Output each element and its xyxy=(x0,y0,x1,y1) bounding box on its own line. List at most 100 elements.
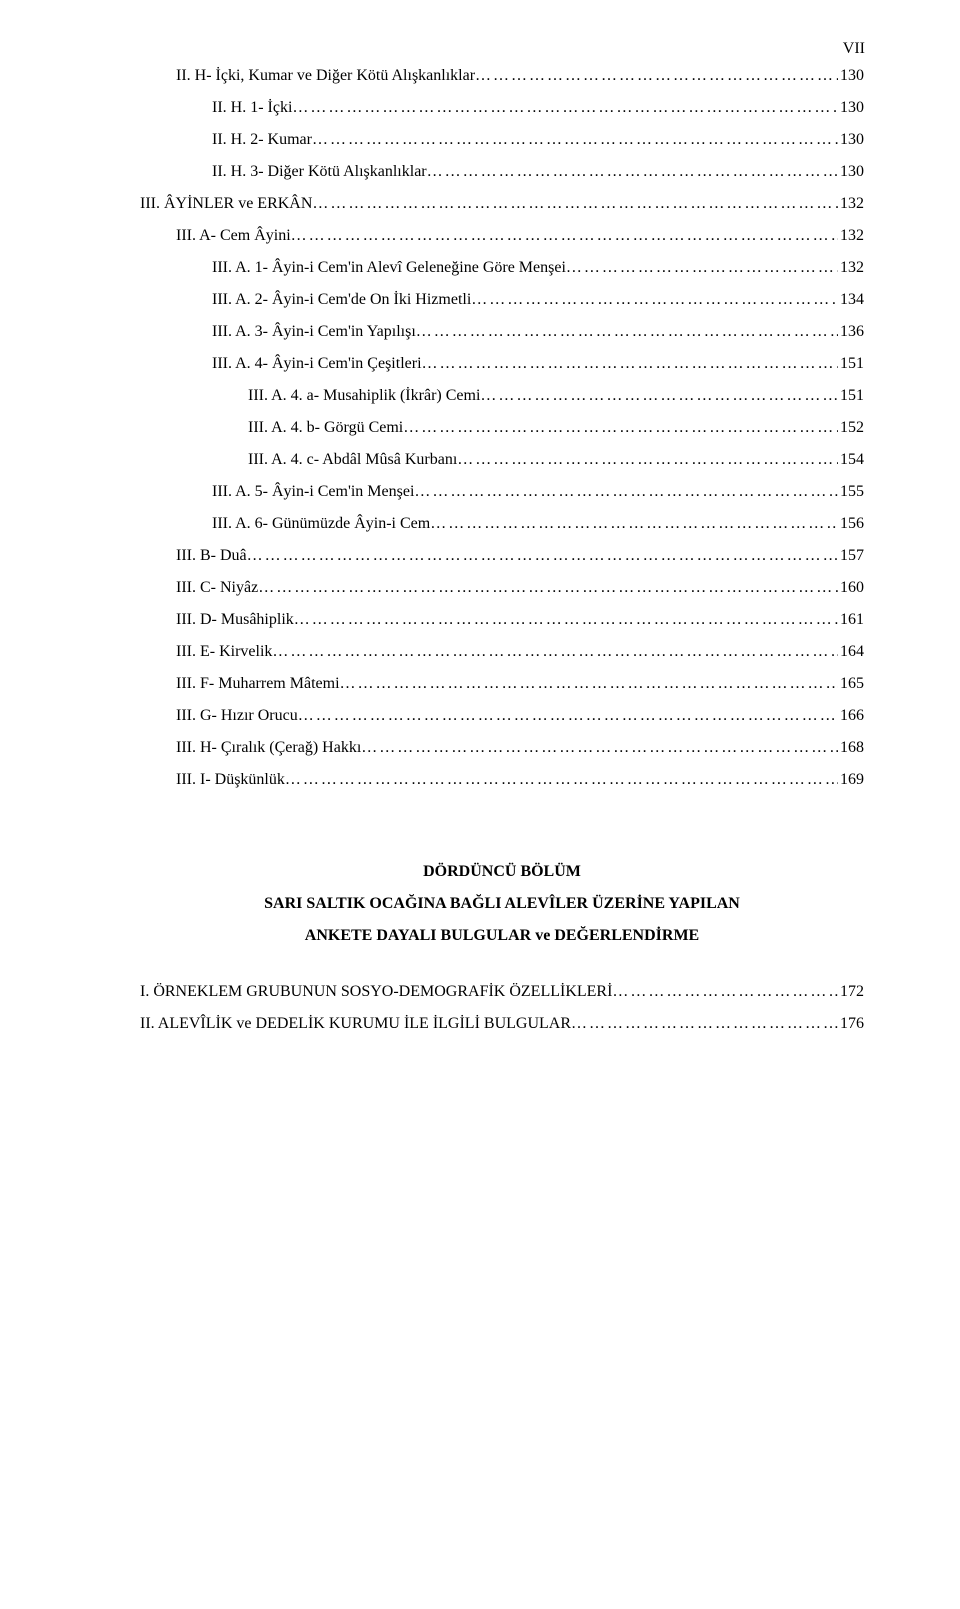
toc-page-number: 132 xyxy=(838,188,864,220)
toc-row: III. A. 3- Âyin-i Cem'in Yapılışı…………………… xyxy=(140,316,864,348)
toc-page-number: 154 xyxy=(838,444,864,476)
toc-row: III. F- Muharrem Mâtemi……………………………………………… xyxy=(140,668,864,700)
toc-row: III. A- Cem Âyini……………………………………………………………… xyxy=(140,220,864,252)
toc-leader-dots: …………………………………………………………………………………………………………… xyxy=(294,604,838,636)
toc-page-number: 155 xyxy=(838,476,864,508)
toc-label: III. A. 4. b- Görgü Cemi xyxy=(248,412,403,444)
toc-page-number: 152 xyxy=(838,412,864,444)
toc-row: III. H- Çıralık (Çerağ) Hakkı……………………………… xyxy=(140,732,864,764)
toc-page-number: 160 xyxy=(838,572,864,604)
toc-label: III. A. 2- Âyin-i Cem'de On İki Hizmetli xyxy=(212,284,471,316)
toc-label: II. H. 2- Kumar xyxy=(212,124,312,156)
toc-label: III. I- Düşkünlük xyxy=(176,764,285,796)
toc-row: III. A. 2- Âyin-i Cem'de On İki Hizmetli… xyxy=(140,284,864,316)
toc-page-number: 130 xyxy=(838,124,864,156)
toc-label: III. G- Hızır Orucu xyxy=(176,700,298,732)
toc-label: II. H- İçki, Kumar ve Diğer Kötü Alışkan… xyxy=(176,60,475,92)
toc-row: II. ALEVÎLİK ve DEDELİK KURUMU İLE İLGİL… xyxy=(140,1008,864,1040)
toc-page-number: 172 xyxy=(838,976,864,1008)
toc-page-number: 176 xyxy=(838,1008,864,1040)
toc-row: II. H. 2- Kumar…………………………………………………………………… xyxy=(140,124,864,156)
section-heading-line: ANKETE DAYALI BULGULAR ve DEĞERLENDİRME xyxy=(140,920,864,952)
toc-leader-dots: …………………………………………………………………………………………………………… xyxy=(414,476,838,508)
toc-page-number: 132 xyxy=(838,252,864,284)
toc-label: II. H. 3- Diğer Kötü Alışkanlıklar xyxy=(212,156,427,188)
toc-leader-dots: …………………………………………………………………………………………………………… xyxy=(340,668,838,700)
toc-row: III. A. 4- Âyin-i Cem'in Çeşitleri………………… xyxy=(140,348,864,380)
toc-leader-dots: …………………………………………………………………………………………………………… xyxy=(291,220,838,252)
toc-leader-dots: …………………………………………………………………………………………………………… xyxy=(312,124,838,156)
toc-leader-dots: …………………………………………………………………………………………………………… xyxy=(285,764,838,796)
toc-label: III. A. 4. a- Musahiplik (İkrâr) Cemi xyxy=(248,380,480,412)
section-heading: DÖRDÜNCÜ BÖLÜMSARI SALTIK OCAĞINA BAĞLI … xyxy=(140,856,864,952)
toc-row: III. A. 4. b- Görgü Cemi…………………………………………… xyxy=(140,412,864,444)
toc-row: III. ÂYİNLER ve ERKÂN…………………………………………………… xyxy=(140,188,864,220)
toc-page-number: 130 xyxy=(838,60,864,92)
toc-leader-dots: …………………………………………………………………………………………………………… xyxy=(612,976,838,1008)
toc-page-number: 132 xyxy=(838,220,864,252)
toc-row: III. B- Duâ……………………………………………………………………………… xyxy=(140,540,864,572)
toc-leader-dots: …………………………………………………………………………………………………………… xyxy=(471,284,838,316)
toc-label: I. ÖRNEKLEM GRUBUNUN SOSYO-DEMOGRAFİK ÖZ… xyxy=(140,976,612,1008)
toc-leader-dots: …………………………………………………………………………………………………………… xyxy=(427,156,838,188)
toc-row: III. E- Kirvelik………………………………………………………………… xyxy=(140,636,864,668)
toc-label: III. B- Duâ xyxy=(176,540,247,572)
toc-page-number: 168 xyxy=(838,732,864,764)
toc-page-number: 130 xyxy=(838,156,864,188)
toc-page-number: 151 xyxy=(838,348,864,380)
toc-label: III. A. 5- Âyin-i Cem'in Menşei xyxy=(212,476,414,508)
toc-leader-dots: …………………………………………………………………………………………………………… xyxy=(457,444,838,476)
toc-row: III. D- Musâhiplik…………………………………………………………… xyxy=(140,604,864,636)
toc-row: III. A. 4. a- Musahiplik (İkrâr) Cemi………… xyxy=(140,380,864,412)
toc-page-number: 136 xyxy=(838,316,864,348)
toc-leader-dots: …………………………………………………………………………………………………………… xyxy=(403,412,838,444)
toc-leader-dots: …………………………………………………………………………………………………………… xyxy=(475,60,838,92)
toc-page-number: 169 xyxy=(838,764,864,796)
toc-row: III. G- Hızır Orucu………………………………………………………… xyxy=(140,700,864,732)
toc-page-number: 157 xyxy=(838,540,864,572)
toc-list: II. H- İçki, Kumar ve Diğer Kötü Alışkan… xyxy=(140,60,864,796)
page-roman-numeral: VII xyxy=(843,40,865,58)
toc-label: III. D- Musâhiplik xyxy=(176,604,294,636)
toc-label: III. ÂYİNLER ve ERKÂN xyxy=(140,188,312,220)
toc-label: III. H- Çıralık (Çerağ) Hakkı xyxy=(176,732,361,764)
toc-leader-dots: …………………………………………………………………………………………………………… xyxy=(361,732,838,764)
section-heading-line: DÖRDÜNCÜ BÖLÜM xyxy=(140,856,864,888)
toc-page-number: 161 xyxy=(838,604,864,636)
toc-leader-dots: …………………………………………………………………………………………………………… xyxy=(298,700,838,732)
toc-leader-dots: …………………………………………………………………………………………………………… xyxy=(247,540,838,572)
page: VII II. H- İçki, Kumar ve Diğer Kötü Alı… xyxy=(0,0,960,1609)
toc-row: III. A. 1- Âyin-i Cem'in Alevî Geleneğin… xyxy=(140,252,864,284)
toc-row: II. H. 3- Diğer Kötü Alışkanlıklar………………… xyxy=(140,156,864,188)
toc-leader-dots: …………………………………………………………………………………………………………… xyxy=(272,636,838,668)
toc-page-number: 151 xyxy=(838,380,864,412)
toc-label: III. A. 6- Günümüzde Âyin-i Cem xyxy=(212,508,430,540)
toc-label: III. A. 4. c- Abdâl Mûsâ Kurbanı xyxy=(248,444,457,476)
toc-leader-dots: …………………………………………………………………………………………………………… xyxy=(571,1008,838,1040)
spacer xyxy=(140,952,864,976)
toc-label: III. A. 4- Âyin-i Cem'in Çeşitleri xyxy=(212,348,422,380)
toc-leader-dots: …………………………………………………………………………………………………………… xyxy=(430,508,838,540)
toc-label: III. C- Niyâz xyxy=(176,572,258,604)
toc-leader-dots: …………………………………………………………………………………………………………… xyxy=(416,316,838,348)
toc-row: II. H. 1- İçki……………………………………………………………………… xyxy=(140,92,864,124)
toc-label: II. H. 1- İçki xyxy=(212,92,292,124)
toc-list-after: I. ÖRNEKLEM GRUBUNUN SOSYO-DEMOGRAFİK ÖZ… xyxy=(140,976,864,1040)
toc-page-number: 130 xyxy=(838,92,864,124)
toc-label: III. F- Muharrem Mâtemi xyxy=(176,668,340,700)
toc-label: III. E- Kirvelik xyxy=(176,636,272,668)
toc-page-number: 164 xyxy=(838,636,864,668)
toc-row: I. ÖRNEKLEM GRUBUNUN SOSYO-DEMOGRAFİK ÖZ… xyxy=(140,976,864,1008)
toc-leader-dots: …………………………………………………………………………………………………………… xyxy=(292,92,838,124)
toc-label: III. A- Cem Âyini xyxy=(176,220,291,252)
toc-page-number: 156 xyxy=(838,508,864,540)
toc-row: III. I- Düşkünlük……………………………………………………………… xyxy=(140,764,864,796)
toc-leader-dots: …………………………………………………………………………………………………………… xyxy=(258,572,838,604)
toc-leader-dots: …………………………………………………………………………………………………………… xyxy=(312,188,838,220)
toc-leader-dots: …………………………………………………………………………………………………………… xyxy=(566,252,838,284)
section-heading-line: SARI SALTIK OCAĞINA BAĞLI ALEVÎLER ÜZERİ… xyxy=(140,888,864,920)
toc-page-number: 134 xyxy=(838,284,864,316)
toc-page-number: 165 xyxy=(838,668,864,700)
toc-leader-dots: …………………………………………………………………………………………………………… xyxy=(422,348,838,380)
toc-leader-dots: …………………………………………………………………………………………………………… xyxy=(480,380,838,412)
